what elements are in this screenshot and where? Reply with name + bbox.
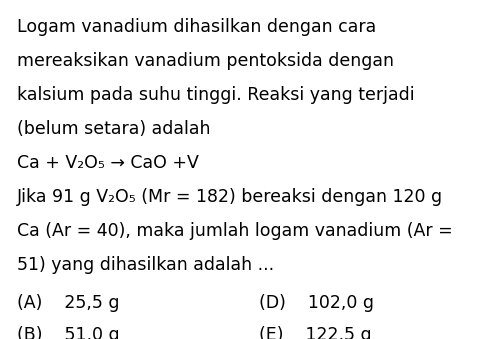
Text: mereaksikan vanadium pentoksida dengan: mereaksikan vanadium pentoksida dengan — [17, 52, 394, 70]
Text: (E)    122,5 g: (E) 122,5 g — [259, 326, 372, 339]
Text: kalsium pada suhu tinggi. Reaksi yang terjadi: kalsium pada suhu tinggi. Reaksi yang te… — [17, 86, 415, 104]
Text: (B)    51,0 g: (B) 51,0 g — [17, 326, 120, 339]
Text: (belum setara) adalah: (belum setara) adalah — [17, 120, 211, 138]
Text: (A)    25,5 g: (A) 25,5 g — [17, 294, 120, 312]
Text: 51) yang dihasilkan adalah ...: 51) yang dihasilkan adalah ... — [17, 256, 274, 274]
Text: Ca (Ar = 40), maka jumlah logam vanadium (Ar =: Ca (Ar = 40), maka jumlah logam vanadium… — [17, 222, 453, 240]
Text: Logam vanadium dihasilkan dengan cara: Logam vanadium dihasilkan dengan cara — [17, 18, 376, 36]
Text: (D)    102,0 g: (D) 102,0 g — [259, 294, 374, 312]
Text: Jika 91 g V₂O₅ (Mr = 182) bereaksi dengan 120 g: Jika 91 g V₂O₅ (Mr = 182) bereaksi denga… — [17, 188, 443, 206]
Text: Ca + V₂O₅ → CaO +V: Ca + V₂O₅ → CaO +V — [17, 154, 199, 172]
